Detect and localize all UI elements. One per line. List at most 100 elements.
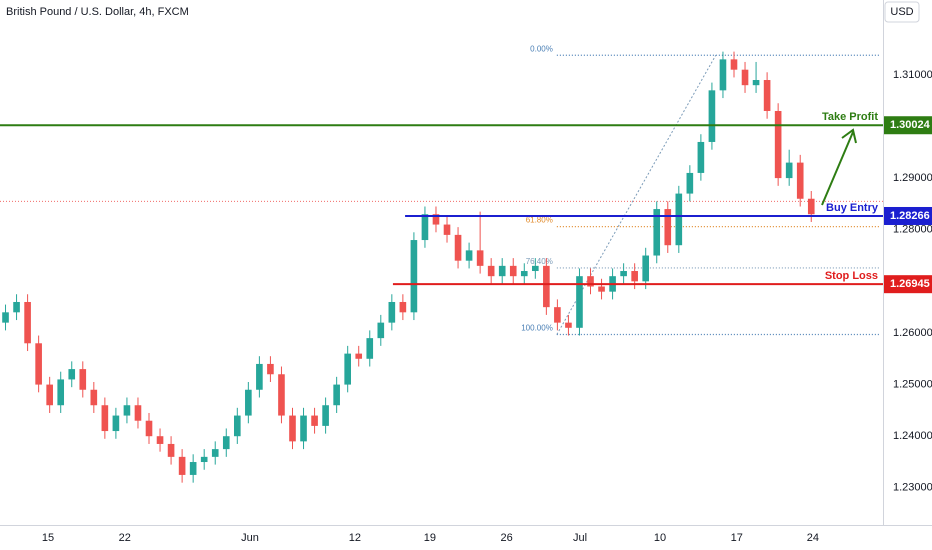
candle-body xyxy=(24,301,31,344)
candle-body xyxy=(90,389,98,406)
candle-body xyxy=(245,389,252,416)
candle-body xyxy=(68,369,76,380)
level-label: Take Profit xyxy=(822,111,878,123)
x-tick-label: 10 xyxy=(654,532,666,544)
candle-body xyxy=(686,172,694,194)
candle-body xyxy=(587,276,594,287)
candle-body xyxy=(498,265,506,277)
candle-body xyxy=(311,415,318,426)
candle-body xyxy=(200,456,208,463)
x-tick-label: 15 xyxy=(42,532,54,544)
candle-body xyxy=(13,301,20,313)
currency[interactable]: USD xyxy=(890,6,913,18)
candle-body xyxy=(101,405,109,432)
candle-body xyxy=(366,338,374,359)
fib-label: 76.40% xyxy=(526,257,553,266)
candle-body xyxy=(763,80,771,111)
level-label: Buy Entry xyxy=(826,202,879,214)
level-price-box xyxy=(884,275,932,294)
candle-body xyxy=(454,234,462,261)
candle-body xyxy=(476,250,484,266)
candle-body xyxy=(35,343,42,385)
y-tick-label: 1.24000 xyxy=(893,430,932,442)
candle-body xyxy=(543,265,550,308)
candle-body xyxy=(741,69,749,86)
candle-body xyxy=(123,405,131,416)
candle-body xyxy=(730,59,738,70)
candle-body xyxy=(156,436,164,444)
candle-body xyxy=(333,384,340,406)
candle-body xyxy=(520,271,528,277)
candle-body xyxy=(267,363,274,375)
candle-body xyxy=(46,384,53,406)
candle-body xyxy=(719,59,727,91)
candle-body xyxy=(233,415,241,437)
candle-body xyxy=(487,265,495,277)
fib-label: 61.80% xyxy=(526,216,553,225)
candle-body xyxy=(631,271,638,282)
candle-body xyxy=(675,193,683,246)
candle-body xyxy=(565,322,572,328)
fib-trendline xyxy=(556,54,717,335)
candle-body xyxy=(620,271,627,277)
y-tick-label: 1.25000 xyxy=(893,378,932,390)
candle-body xyxy=(278,374,285,416)
x-tick-label: Jun xyxy=(241,532,259,544)
candle-body xyxy=(807,198,815,215)
candle-body xyxy=(432,214,440,225)
y-tick-label: 1.28000 xyxy=(893,224,932,236)
candle-body xyxy=(79,369,87,390)
x-tick-label: 26 xyxy=(500,532,512,544)
candle-body xyxy=(554,307,561,323)
candle-body xyxy=(443,224,451,235)
level-price-box xyxy=(884,116,932,135)
candle-body xyxy=(642,255,650,282)
y-tick-label: 1.31000 xyxy=(893,69,932,81)
candle-body xyxy=(344,353,351,385)
x-tick-label: 17 xyxy=(731,532,743,544)
candle-body xyxy=(796,162,804,199)
candle-body xyxy=(465,250,473,261)
currency-box[interactable] xyxy=(884,1,920,23)
x-tick-label: 24 xyxy=(807,532,819,544)
candle-body xyxy=(211,449,219,457)
fib-label: 100.00% xyxy=(521,324,553,333)
candle-body xyxy=(653,209,661,256)
x-tick-label: 19 xyxy=(424,532,436,544)
candle-body xyxy=(509,265,517,277)
candle-body xyxy=(57,379,65,406)
candle-body xyxy=(421,214,429,241)
level-price-box xyxy=(884,206,932,225)
candle-body xyxy=(178,456,186,475)
x-tick-label: Jul xyxy=(573,532,587,544)
candle-body xyxy=(532,265,539,272)
candle-body xyxy=(300,415,307,442)
candle-body xyxy=(708,90,716,142)
candle-body xyxy=(145,420,153,437)
candle-body xyxy=(355,353,363,359)
y-tick-label: 1.29000 xyxy=(893,172,932,184)
level-price-label: 1.30024 xyxy=(890,119,931,131)
x-tick-label: 12 xyxy=(349,532,361,544)
candle-body xyxy=(774,110,782,179)
candle-body xyxy=(664,209,672,246)
candle-body xyxy=(388,301,396,323)
candle-body xyxy=(222,436,230,450)
candle-body xyxy=(752,80,760,86)
candle-body xyxy=(410,240,418,313)
target-arrow xyxy=(821,128,857,206)
candle-body xyxy=(189,462,197,475)
candle-body xyxy=(399,301,407,313)
candle-body xyxy=(322,405,329,426)
fib-label: 0.00% xyxy=(530,44,553,53)
x-tick-label: 22 xyxy=(119,532,131,544)
candle-body xyxy=(112,415,120,432)
candle-body xyxy=(697,141,705,173)
level-price-label: 1.28266 xyxy=(890,210,930,222)
candle-body xyxy=(598,286,605,292)
y-tick-label: 1.23000 xyxy=(893,482,932,494)
level-price-label: 1.26945 xyxy=(890,278,930,290)
candle-body xyxy=(377,322,385,339)
